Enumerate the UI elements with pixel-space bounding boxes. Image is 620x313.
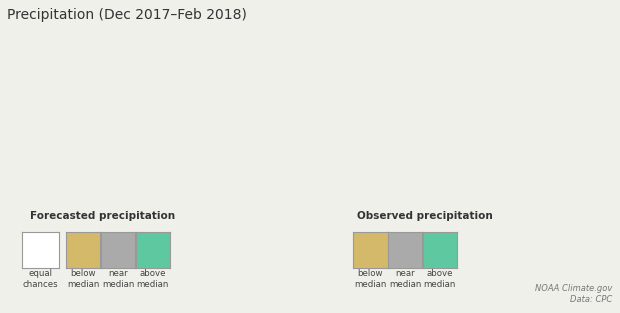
Text: NOAA Climate.gov
Data: CPC: NOAA Climate.gov Data: CPC (535, 284, 613, 304)
Text: below
median: below median (354, 269, 387, 289)
Text: above
median: above median (136, 269, 169, 289)
Text: below
median: below median (67, 269, 100, 289)
Text: Forecasted precipitation: Forecasted precipitation (30, 211, 175, 221)
Text: Observed precipitation: Observed precipitation (357, 211, 492, 221)
Text: equal
chances: equal chances (22, 269, 58, 289)
Text: near
median: near median (389, 269, 422, 289)
Text: near
median: near median (102, 269, 135, 289)
Text: above
median: above median (423, 269, 456, 289)
Text: Precipitation (Dec 2017–Feb 2018): Precipitation (Dec 2017–Feb 2018) (7, 8, 247, 22)
